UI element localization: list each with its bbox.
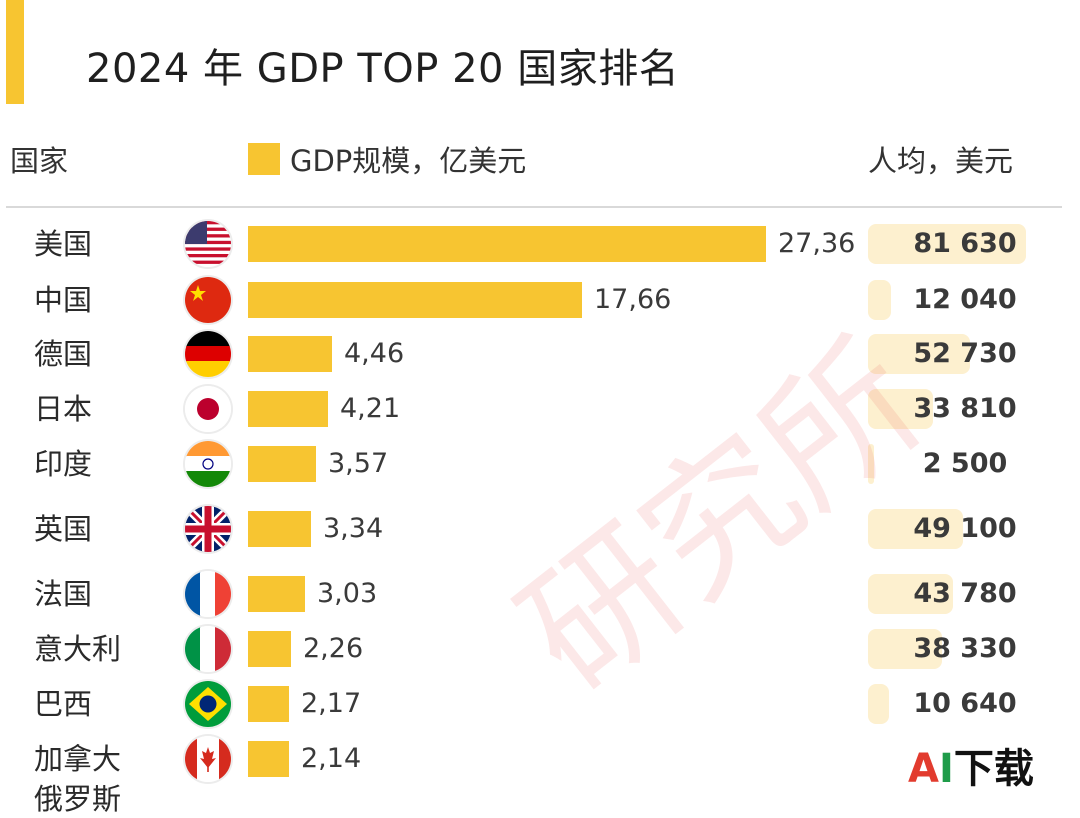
in-flag-icon [185, 441, 231, 487]
gdp-value-label: 4,46 [344, 338, 405, 369]
bar-row: 巴西 2,17 10 640 [0, 680, 1080, 728]
country-label: 巴西 [34, 687, 93, 721]
de-flag-icon [185, 331, 231, 377]
gdp-bar [248, 226, 766, 262]
gdp-bar [248, 741, 289, 777]
partial-country-label: 俄罗斯 [34, 782, 122, 816]
country-label: 意大利 [34, 632, 122, 666]
per-capita-value-label: 49 100 [913, 513, 1017, 544]
gdp-bar [248, 282, 582, 318]
bar-row: 日本 4,21 33 810 [0, 385, 1080, 433]
bar-row: 意大利 2,26 38 330 [0, 625, 1080, 673]
country-label: 德国 [34, 337, 93, 371]
gdp-value-label: 3,57 [328, 448, 389, 479]
column-header-country: 国家 [10, 144, 69, 178]
per-capita-value-label: 43 780 [913, 578, 1017, 609]
per-capita-bar [868, 224, 1026, 264]
gdp-value-label: 17,66 [594, 284, 672, 315]
bar-row: 印度 3,57 2 500 [0, 440, 1080, 488]
fr-flag-icon [185, 571, 231, 617]
country-label: 加拿大 [34, 742, 122, 776]
gdp-bar [248, 686, 289, 722]
cn-flag-icon [185, 277, 231, 323]
gdp-value-label: 27,36 [778, 228, 856, 259]
site-logo: AI下载 [908, 736, 1034, 794]
country-label: 印度 [34, 447, 93, 481]
column-header-per-capita: 人均，美元 [868, 144, 1014, 178]
per-capita-bar [868, 684, 889, 724]
gdp-bar [248, 576, 305, 612]
per-capita-value-label: 10 640 [913, 688, 1017, 719]
per-capita-bar [868, 574, 953, 614]
per-capita-value-label: 81 630 [913, 228, 1017, 259]
per-capita-bar [868, 389, 933, 429]
site-logo-text: 下载 [953, 746, 1034, 792]
per-capita-value-label: 33 810 [913, 393, 1017, 424]
br-flag-icon [185, 681, 231, 727]
site-logo-i: I [938, 746, 954, 792]
bar-row: 法国 3,03 43 780 [0, 570, 1080, 618]
bar-row: 美国 27,36 81 630 [0, 220, 1080, 268]
country-label: 美国 [34, 227, 93, 261]
jp-flag-icon [185, 386, 231, 432]
country-label: 日本 [34, 392, 93, 426]
title-accent-bar [6, 0, 24, 104]
per-capita-value-label: 12 040 [913, 284, 1017, 315]
ca-flag-icon [185, 736, 231, 782]
per-capita-value-label: 38 330 [913, 633, 1017, 664]
header-divider [6, 206, 1062, 208]
bar-row: 加拿大 2,14 [0, 735, 1080, 783]
chart-title: 2024 年 GDP TOP 20 国家排名 [86, 46, 680, 92]
us-flag-icon [185, 221, 231, 267]
per-capita-bar [868, 509, 963, 549]
per-capita-bar [868, 444, 874, 484]
gb-flag-icon [185, 506, 231, 552]
country-label: 英国 [34, 512, 93, 546]
gdp-bar [248, 631, 291, 667]
per-capita-value-label: 52 730 [913, 338, 1017, 369]
per-capita-value-label: 2 500 [922, 448, 1008, 479]
legend-swatch [248, 143, 280, 175]
gdp-value-label: 3,34 [323, 513, 384, 544]
country-label: 法国 [34, 577, 93, 611]
gdp-value-label: 2,14 [301, 743, 362, 774]
gdp-value-label: 2,26 [303, 633, 364, 664]
gdp-bar [248, 391, 328, 427]
gdp-value-label: 4,21 [340, 393, 401, 424]
per-capita-bar [868, 334, 970, 374]
per-capita-bar [868, 280, 891, 320]
bar-row: 英国 3,34 49 100 [0, 505, 1080, 553]
gdp-bar [248, 446, 316, 482]
bar-row: 中国 17,66 12 040 [0, 276, 1080, 324]
gdp-value-label: 3,03 [317, 578, 378, 609]
country-label: 中国 [34, 283, 93, 317]
legend-gdp: GDP规模，亿美元 [248, 138, 526, 180]
per-capita-bar [868, 629, 942, 669]
gdp-bar [248, 511, 311, 547]
gdp-value-label: 2,17 [301, 688, 362, 719]
it-flag-icon [185, 626, 231, 672]
bar-row: 德国 4,46 52 730 [0, 330, 1080, 378]
site-logo-a: A [908, 746, 939, 792]
gdp-bar [248, 336, 332, 372]
legend-label: GDP规模，亿美元 [290, 144, 527, 178]
